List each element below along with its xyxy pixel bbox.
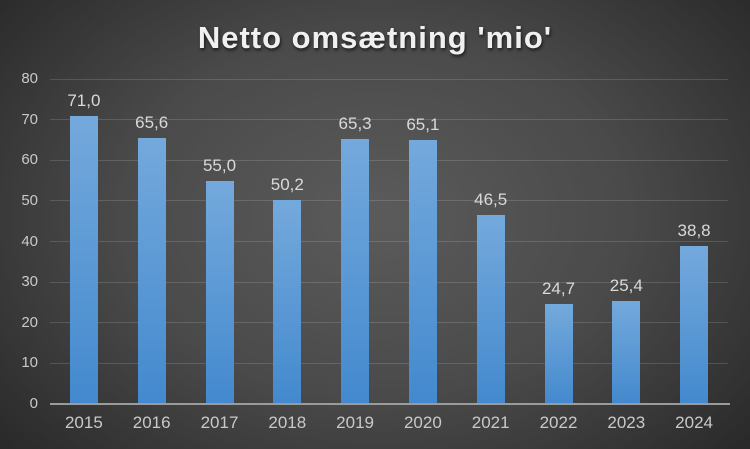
- y-axis-tick-label: 20: [21, 313, 38, 331]
- x-axis-tick-label: 2018: [268, 413, 307, 432]
- gridline: [50, 78, 728, 80]
- gridline: [50, 281, 728, 283]
- x-axis-tick-label: 2016: [132, 413, 171, 432]
- bar-2019: [341, 138, 370, 405]
- y-axis-tick-label: 80: [21, 70, 38, 87]
- bar-value-label: 24,7: [541, 278, 576, 298]
- bar-2021: [476, 215, 505, 405]
- bar-2015: [69, 115, 98, 405]
- gridline: [50, 200, 728, 202]
- gridline: [50, 159, 728, 161]
- x-axis-tick-label: 2024: [675, 413, 713, 432]
- x-axis-tick-label: 2020: [403, 413, 442, 432]
- bar-value-label: 71,0: [67, 90, 101, 110]
- bar-value-label: 65,6: [135, 112, 169, 132]
- bar-value-label: 38,8: [677, 221, 711, 241]
- gridline: [50, 119, 728, 121]
- y-axis-tick-label: 40: [21, 232, 38, 250]
- bar-value-label: 46,5: [474, 190, 508, 210]
- y-axis-tick-label: 60: [21, 151, 38, 169]
- bar-2022: [544, 303, 573, 405]
- bar-value-label: 65,3: [338, 113, 372, 133]
- y-axis-tick-label: 50: [21, 191, 38, 209]
- bar-value-label: 25,4: [609, 275, 643, 295]
- bar-2018: [273, 200, 302, 405]
- bar-value-label: 55,0: [202, 155, 237, 175]
- bar-2020: [408, 139, 437, 405]
- gridline: [50, 322, 728, 324]
- bar-2017: [205, 180, 234, 405]
- gridline: [50, 362, 728, 364]
- x-axis-tick-label: 2017: [200, 413, 239, 432]
- x-axis-tick-label: 2023: [607, 413, 646, 432]
- gridline: [50, 241, 728, 242]
- x-axis-tick-label: 2015: [64, 413, 103, 432]
- x-axis-line: [50, 403, 730, 405]
- bar-2016: [137, 137, 166, 405]
- bar-2023: [612, 300, 641, 405]
- y-axis-tick-label: 70: [21, 110, 38, 128]
- y-axis-tick-label: 10: [21, 354, 38, 372]
- x-axis-tick-label: 2019: [336, 413, 374, 432]
- x-axis-tick-label: 2022: [539, 413, 578, 432]
- bar-value-label: 65,1: [406, 114, 440, 134]
- x-axis-tick-label: 2021: [471, 413, 510, 432]
- y-axis-tick-label: 0: [29, 395, 38, 412]
- bar-value-label: 50,2: [270, 175, 304, 195]
- bar-2024: [680, 246, 709, 405]
- chart-title: Netto omsætning 'mio': [197, 20, 553, 55]
- y-axis-tick-label: 30: [21, 273, 38, 291]
